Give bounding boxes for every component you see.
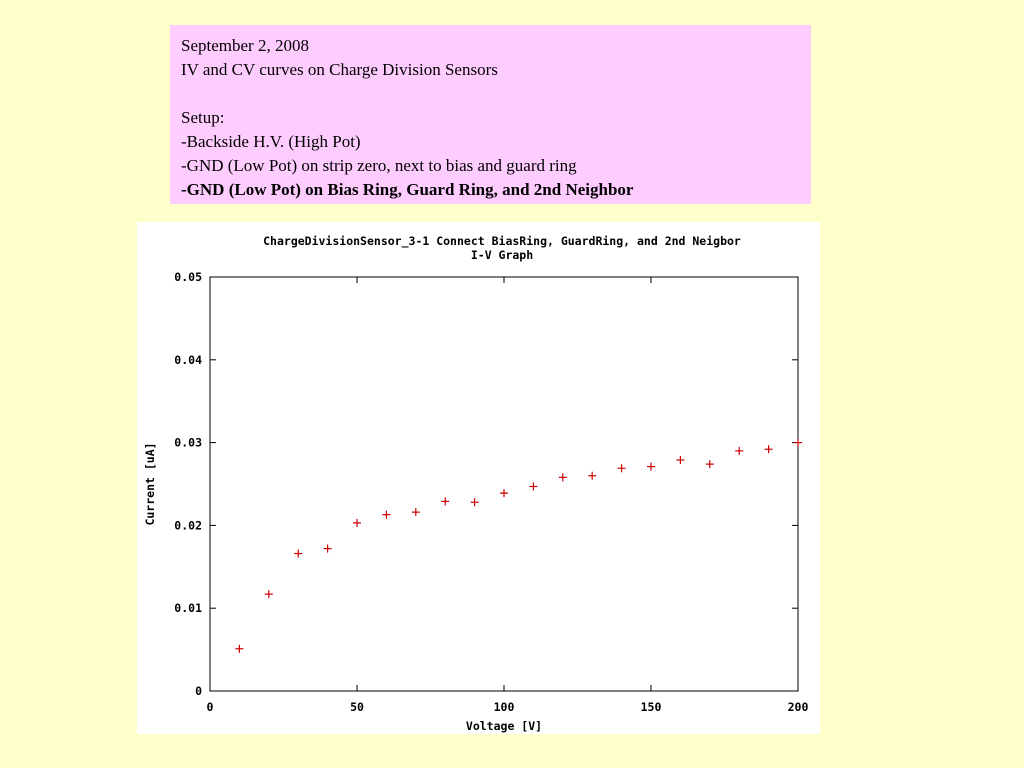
y-tick-label: 0 bbox=[195, 684, 202, 698]
plot-frame bbox=[209, 276, 799, 692]
data-point bbox=[441, 497, 450, 506]
data-point bbox=[353, 518, 361, 527]
data-point bbox=[235, 644, 244, 653]
date-text: September 2, 2008 bbox=[181, 36, 309, 55]
data-point bbox=[470, 498, 479, 507]
data-point bbox=[705, 460, 714, 469]
y-tick-label: 0.02 bbox=[174, 518, 202, 532]
data-point bbox=[676, 455, 685, 464]
x-tick-label: 0 bbox=[207, 700, 214, 714]
axis-ticks: 0 50 100 150 200 0 0.01 0.02 0.03 0.04 0.05 bbox=[174, 270, 808, 714]
y-tick-label: 0.04 bbox=[174, 353, 202, 367]
data-point bbox=[382, 510, 391, 519]
setup-item: -GND (Low Pot) on strip zero, next to bi… bbox=[181, 156, 577, 175]
data-point bbox=[764, 445, 773, 454]
setup-item: -Backside H.V. (High Pot) bbox=[181, 132, 361, 151]
data-point bbox=[529, 482, 538, 491]
data-point bbox=[735, 446, 744, 455]
x-tick-label: 100 bbox=[494, 700, 515, 714]
iv-graph-panel: ChargeDivisionSensor_3-1 Connect BiasRin… bbox=[137, 222, 820, 734]
data-point bbox=[411, 508, 420, 517]
data-point bbox=[500, 489, 508, 498]
data-points bbox=[235, 438, 802, 653]
data-point bbox=[558, 473, 567, 482]
data-point bbox=[323, 544, 332, 553]
data-point bbox=[264, 590, 273, 599]
setup-heading: Setup: bbox=[181, 108, 225, 127]
x-tick-label: 150 bbox=[641, 700, 662, 714]
x-tick-label: 200 bbox=[788, 700, 809, 714]
x-axis-label: Voltage [V] bbox=[466, 719, 542, 733]
subject-text: IV and CV curves on Charge Division Sens… bbox=[181, 60, 498, 79]
y-tick-label: 0.03 bbox=[174, 436, 202, 450]
y-tick-label: 0.05 bbox=[174, 270, 202, 284]
iv-chart: ChargeDivisionSensor_3-1 Connect BiasRin… bbox=[143, 234, 808, 733]
y-tick-label: 0.01 bbox=[174, 601, 202, 615]
x-tick-label: 50 bbox=[350, 700, 364, 714]
data-point bbox=[294, 549, 303, 558]
blank-line bbox=[181, 82, 800, 106]
chart-subtitle: I-V Graph bbox=[471, 248, 533, 262]
setup-notes-box: September 2, 2008 IV and CV curves on Ch… bbox=[170, 25, 811, 204]
data-point bbox=[617, 464, 626, 473]
data-point bbox=[794, 438, 802, 447]
chart-title: ChargeDivisionSensor_3-1 Connect BiasRin… bbox=[263, 234, 741, 249]
setup-item-highlighted: -GND (Low Pot) on Bias Ring, Guard Ring,… bbox=[181, 180, 634, 199]
y-axis-label: Current [uA] bbox=[143, 442, 157, 525]
data-point bbox=[647, 462, 655, 471]
data-point bbox=[588, 471, 597, 480]
